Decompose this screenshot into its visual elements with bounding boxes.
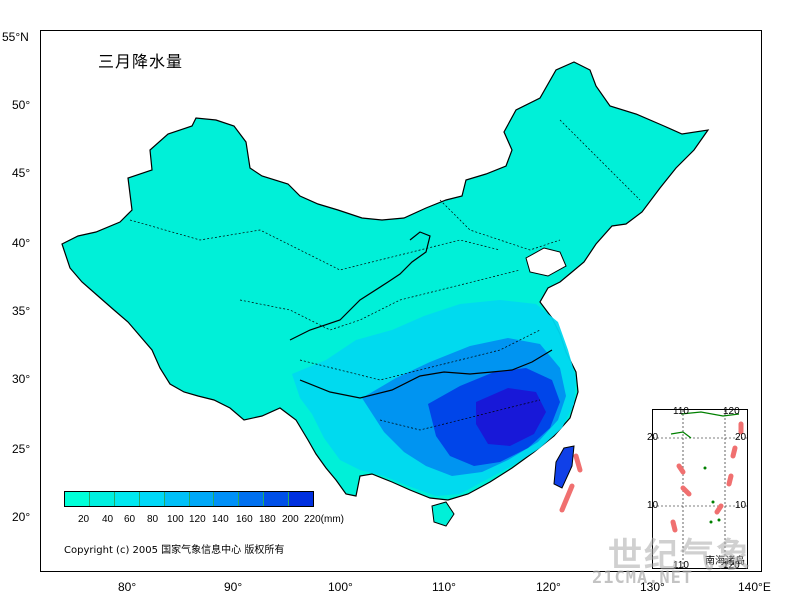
- inset-coastline: [670, 411, 740, 439]
- legend-tick-180: 180: [259, 514, 276, 525]
- watermark-logo: 世纪气象: [608, 536, 752, 576]
- legend-swatch: [164, 492, 190, 506]
- watermark-url: 21CMA.NET: [592, 568, 694, 588]
- inset-right-lat-10: 10: [735, 500, 747, 511]
- inset-bottom-lon-110: 110: [673, 560, 689, 571]
- lat-label-40: 40°: [12, 236, 31, 250]
- legend-tick-120: 120: [189, 514, 206, 525]
- legend-tick-220: 220(mm): [304, 514, 345, 525]
- inset-title: 南海诸岛: [705, 556, 745, 567]
- inset-lat-10: 10: [647, 500, 659, 511]
- lat-label-35: 35°: [12, 304, 31, 318]
- lon-label-140: 140°E: [738, 580, 771, 594]
- lat-label-25: 25°: [12, 442, 31, 456]
- legend-swatch: [114, 492, 140, 506]
- yellow-river: [289, 231, 431, 341]
- legend-swatch: [89, 492, 115, 506]
- legend-swatch: [239, 492, 265, 506]
- lat-label-55: 55°N: [2, 30, 29, 44]
- lat-label-20: 20°: [12, 510, 31, 524]
- south-china-sea-inset: 110 120 20 10 20 10 南海诸岛 110 120: [647, 406, 748, 571]
- inset-lat-20: 20: [647, 432, 659, 443]
- precip-legend-bar: [64, 491, 314, 507]
- nine-dash-line: [559, 453, 583, 513]
- hainan-island: [431, 501, 455, 527]
- lon-label-90: 90°: [224, 580, 243, 594]
- lon-label-130: 130°: [640, 580, 665, 594]
- lon-label-110: 110°: [432, 580, 456, 594]
- lat-label-50: 50°: [12, 98, 31, 112]
- legend-tick-160: 160: [236, 514, 253, 525]
- yangtze-river: [299, 349, 553, 399]
- legend-tick-140: 140: [212, 514, 229, 525]
- inset-nine-dash-line: [670, 421, 744, 533]
- legend-swatch: [264, 492, 290, 506]
- legend-swatch: [214, 492, 240, 506]
- inset-islands: [703, 466, 721, 524]
- inset-map: [653, 410, 747, 568]
- legend-swatch: [139, 492, 165, 506]
- province-boundaries: [129, 119, 641, 431]
- legend-tick-60: 60: [124, 514, 136, 525]
- precip-zone-max: [476, 388, 546, 446]
- lon-label-120: 120°: [536, 580, 561, 594]
- inset-top-lon-110: 110: [673, 406, 689, 417]
- lon-label-80: 80°: [118, 580, 137, 594]
- legend-swatch: [189, 492, 215, 506]
- legend-tick-20: 20: [78, 514, 90, 525]
- lon-label-100: 100°: [328, 580, 353, 594]
- copyright-notice: Copyright (c) 2005 国家气象信息中心 版权所有: [64, 545, 285, 556]
- map-title: 三月降水量: [98, 52, 184, 71]
- legend-tick-80: 80: [147, 514, 159, 525]
- taiwan-island: [553, 445, 575, 489]
- bohai-sea: [525, 247, 567, 277]
- lat-label-30: 30°: [12, 372, 31, 386]
- legend-swatch: [65, 492, 90, 506]
- inset-bottom-lon-120: 120: [723, 560, 740, 571]
- legend-tick-200: 200: [282, 514, 299, 525]
- lat-label-45: 45°: [12, 166, 31, 180]
- legend-tick-100: 100: [167, 514, 184, 525]
- legend-tick-40: 40: [102, 514, 114, 525]
- inset-top-lon-120: 120: [723, 406, 740, 417]
- inset-right-lat-20: 20: [735, 432, 747, 443]
- legend-swatch: [289, 492, 314, 506]
